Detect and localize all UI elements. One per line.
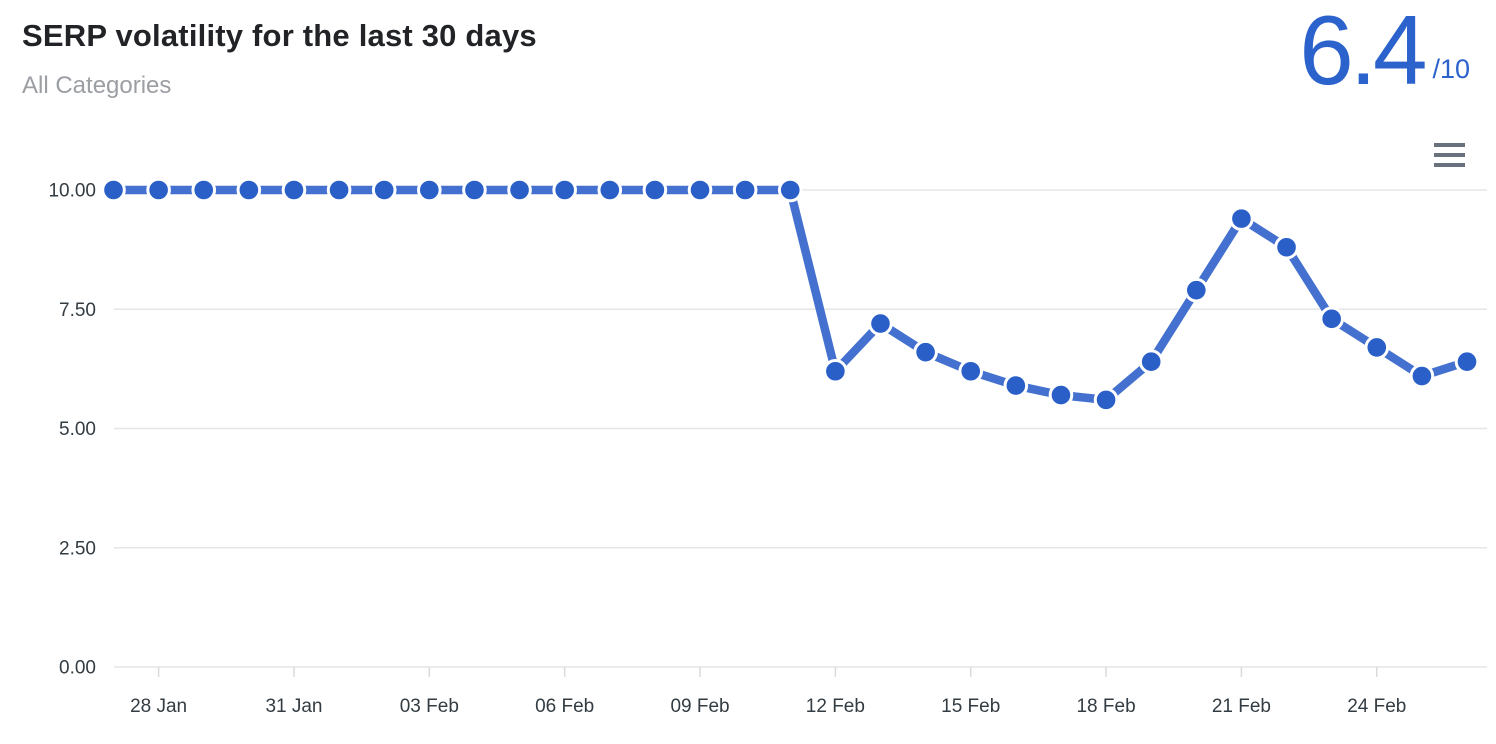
data-point[interactable] [236,177,262,203]
data-point[interactable] [732,177,758,203]
data-point[interactable] [1409,363,1435,389]
data-point[interactable] [1319,306,1344,332]
data-point[interactable] [1138,349,1164,375]
x-axis-label: 21 Feb [1212,696,1271,717]
y-axis-label: 10.00 [48,181,96,202]
y-axis-label: 5.00 [59,419,96,440]
y-axis-label: 2.50 [59,538,96,559]
data-point[interactable] [326,177,352,203]
x-axis-label: 24 Feb [1347,696,1406,717]
score-denominator: /10 [1432,54,1470,85]
data-point[interactable] [507,177,532,203]
data-point[interactable] [597,177,623,203]
data-point[interactable] [868,311,893,336]
x-axis-label: 28 Jan [130,696,187,717]
data-point[interactable] [462,177,487,203]
hamburger-bar [1434,153,1465,157]
data-point[interactable] [371,177,397,203]
score-value: 6.4 [1299,0,1427,105]
volatility-score: 6.4 /10 [1299,0,1470,105]
data-point[interactable] [1229,206,1254,231]
data-point[interactable] [417,177,442,203]
data-point[interactable] [777,177,803,203]
hamburger-bar [1434,163,1465,167]
data-point[interactable] [1093,387,1119,413]
data-point[interactable] [642,177,668,203]
data-point[interactable] [191,177,217,203]
page-title: SERP volatility for the last 30 days [22,18,537,53]
hamburger-bar [1434,143,1465,147]
data-point[interactable] [1048,382,1074,408]
volatility-line [109,185,1472,405]
data-point[interactable] [1454,349,1480,375]
data-point[interactable] [913,339,938,365]
x-axis-label: 31 Jan [265,696,322,717]
x-axis-label: 18 Feb [1076,696,1135,717]
data-point[interactable] [1274,234,1299,260]
x-axis-label: 03 Feb [400,696,459,717]
y-axis-label: 0.00 [59,658,96,679]
data-point[interactable] [823,358,848,384]
data-point[interactable] [101,177,126,203]
data-point[interactable] [687,177,713,203]
chart-context-menu-button[interactable] [1434,140,1468,170]
data-point[interactable] [281,177,307,203]
category-filter-label: All Categories [22,72,172,99]
y-axis-label: 7.50 [59,300,96,321]
x-axis-label: 12 Feb [806,696,865,717]
data-point[interactable] [958,358,984,384]
data-point[interactable] [1184,277,1209,303]
data-point[interactable] [1003,373,1029,398]
x-axis-label: 06 Feb [535,696,594,717]
x-axis-label: 09 Feb [670,696,729,717]
volatility-chart: 0.00 2.50 5.00 7.50 10.00 28 Jan 31 Jan 03 Feb 0… [48,177,1487,717]
x-axis-label: 15 Feb [941,696,1000,717]
data-point[interactable] [552,177,577,203]
data-point[interactable] [1364,335,1390,360]
data-point[interactable] [146,177,171,203]
